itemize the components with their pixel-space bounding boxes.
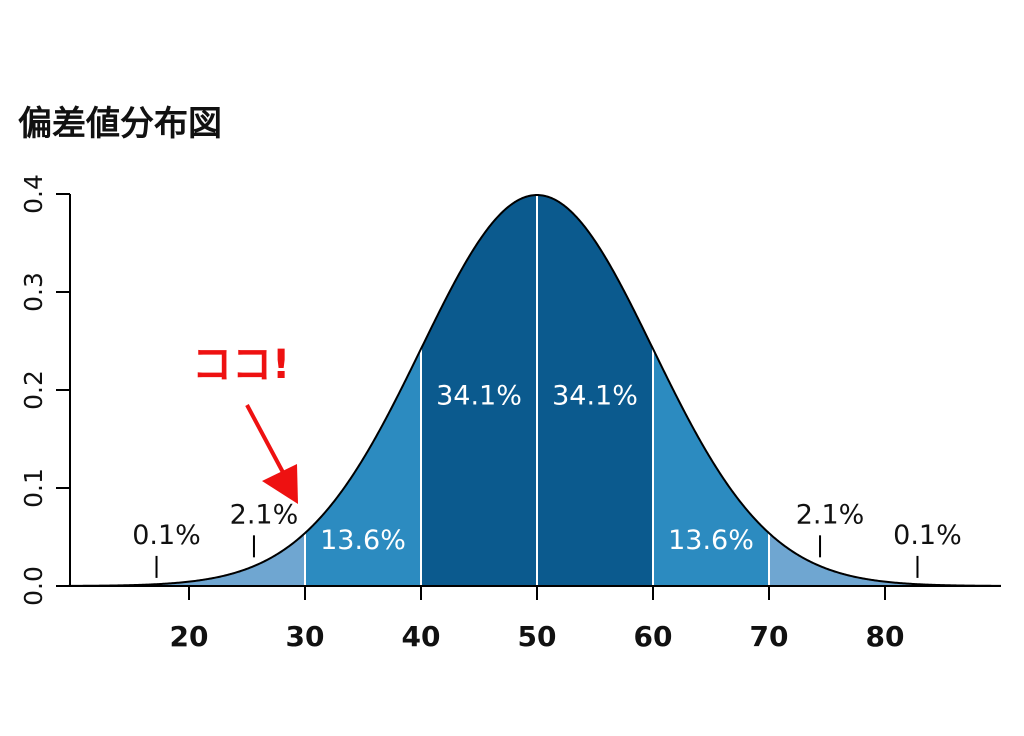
percent-label: 13.6% bbox=[668, 525, 754, 556]
percent-label: 0.1% bbox=[893, 520, 962, 551]
percent-label: 0.1% bbox=[132, 520, 201, 551]
y-tick-label: 0.0 bbox=[19, 566, 48, 606]
x-tick-label: 20 bbox=[170, 620, 209, 653]
x-tick-label: 30 bbox=[286, 620, 325, 653]
y-tick-label: 0.4 bbox=[19, 174, 48, 214]
annotation-text: ココ! bbox=[192, 342, 290, 388]
x-tick-label: 80 bbox=[866, 620, 905, 653]
y-tick-label: 0.3 bbox=[19, 272, 48, 312]
percent-label: 2.1% bbox=[230, 499, 299, 530]
density-curve bbox=[68, 194, 1002, 587]
x-tick-label: 70 bbox=[750, 620, 789, 653]
x-tick-label: 60 bbox=[634, 620, 673, 653]
x-tick-label: 50 bbox=[518, 620, 557, 653]
chart-title: 偏差値分布図 bbox=[18, 104, 222, 144]
percent-label: 13.6% bbox=[320, 525, 406, 556]
percent-label: 34.1% bbox=[552, 381, 638, 412]
arrow-head-icon bbox=[262, 464, 298, 504]
annotation-arrow-shaft bbox=[245, 404, 288, 479]
area-segment-0 bbox=[68, 533, 305, 586]
area-segment-5 bbox=[769, 533, 1001, 586]
percent-label: 34.1% bbox=[436, 381, 522, 412]
percent-label: 2.1% bbox=[796, 499, 865, 530]
y-tick-label: 0.1 bbox=[19, 468, 48, 508]
y-tick-label: 0.2 bbox=[19, 370, 48, 410]
x-tick-label: 40 bbox=[402, 620, 441, 653]
